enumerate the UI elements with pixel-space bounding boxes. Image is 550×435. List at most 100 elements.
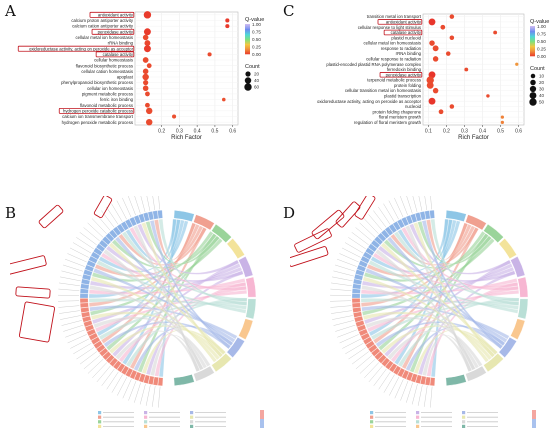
gene-arc [86,328,96,337]
legend-swatch [190,411,194,415]
legend-swatch [462,415,466,419]
gene-arc [415,374,422,384]
gene-arc [351,298,361,304]
gene-arc [84,264,95,272]
size-legend-tick: 20 [539,80,545,85]
gene-arc [109,357,119,367]
y-tick-label: apoplast [117,75,134,80]
color-legend-swatch [245,27,250,30]
gene-arc [121,365,130,375]
data-point [207,52,212,57]
gene-arc [129,216,137,227]
term-arc [226,336,245,358]
gene-arc [83,320,93,328]
chord-link [375,249,476,371]
y-tick-label: catalase activity [103,52,134,57]
gene-arc [410,213,418,223]
scale-swatch [260,410,264,419]
gene-arc [374,351,384,361]
y-tick-label: oxidoreductase activity, acting on perox… [317,99,422,104]
highlight-box [354,196,376,220]
gene-arc [401,369,410,380]
gene-arc [95,243,106,253]
enrichment-dot-plot-c: 0.1 0.2 0.3 0.4 0.5 0.6 Rich Factor transition … [317,13,549,140]
color-legend-swatch [245,25,250,27]
term-arc [517,298,529,320]
term-arc [211,353,232,373]
gene-label-mark [344,242,364,254]
gene-label-mark [424,196,427,211]
y-tick-label: peroxidase activity [98,29,134,34]
gene-arc [82,273,92,281]
chord-diagram-b [10,196,264,428]
color-legend-swatch [245,44,250,46]
gene-arc [380,229,390,239]
y-tick-label: calcium proton antiporter activity [71,18,133,23]
data-point [486,94,490,98]
chord-link [401,227,519,291]
y-tick-label: calcium cation antiporter activity [72,24,134,29]
gene-label-mark [332,315,353,320]
gene-arc [152,210,159,220]
color-legend-swatch [245,35,250,37]
size-legend-dot [530,73,536,79]
gene-label-mark [399,196,408,216]
chord-link [91,231,214,282]
gene-arc [352,283,362,290]
gene-arc [405,215,413,225]
enrichment-dot-plot-a: 0.2 0.3 0.4 0.5 0.6 Rich Factor antioxidant ac… [17,11,264,140]
term-arc [173,374,195,386]
highlight-box [18,301,56,343]
gene-arc [358,328,368,337]
gene-label-mark [158,196,160,210]
gene-arc [362,251,373,260]
gene-label-mark [373,210,387,228]
size-legend-dot [529,92,537,99]
gene-arc [116,363,126,373]
y-tick-label: pigment metabolic process [82,92,133,97]
data-point [172,114,177,119]
chord-link [363,231,486,282]
gene-label-mark [158,386,161,408]
gene-arc [385,360,394,370]
color-legend-swatch [530,26,535,28]
legend-swatch [98,424,102,428]
gene-arc [355,320,365,328]
data-point [428,97,436,105]
gene-arc [420,375,427,385]
color-legend-swatch [530,27,535,29]
gene-arc [374,236,384,246]
gene-arc [392,221,401,231]
data-point [222,97,226,102]
data-point [432,87,439,94]
gene-arc [424,210,431,220]
chord-link [361,285,480,369]
gene-label-mark [106,371,119,390]
term-arc [483,223,504,243]
term-arc [498,238,517,260]
size-legend-title: Count [530,66,545,72]
chord-link [362,266,515,290]
gene-arc [120,221,129,231]
gene-arc [352,302,361,308]
gene-arc [353,311,363,318]
gene-label-mark [59,282,80,286]
y-tick-label: antioxidant activity [98,12,134,17]
highlight-box [290,246,329,267]
legend-swatch [462,424,466,428]
legend-swatch [416,424,420,428]
chord-link [98,219,177,273]
color-legend-tick: 0.75 [537,31,546,36]
gene-arc [133,215,141,225]
color-legend-swatch [530,49,535,52]
highlight-box [91,28,135,35]
chord-link [362,238,495,316]
gene-label-mark [58,294,80,296]
y-tick-label: nucleoid [405,104,422,109]
data-point [143,11,152,19]
x-tick-label: 0.6 [229,129,236,135]
chord-link [90,266,243,290]
gene-label-mark [394,197,404,218]
chord-link [133,225,200,372]
color-legend-swatch [530,42,535,44]
